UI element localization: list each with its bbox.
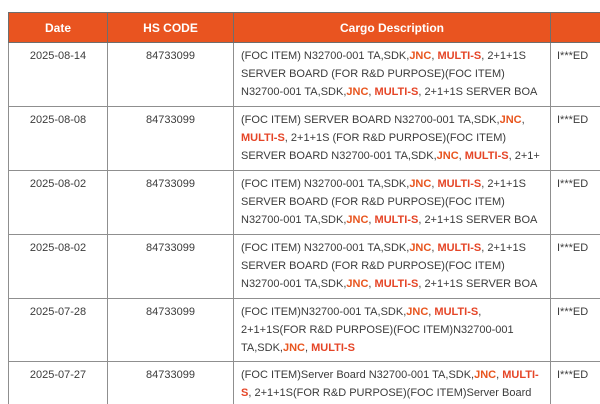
table-row: 2025-07-27 84733099 (FOC ITEM)Server Board… (8, 361, 600, 404)
table-header: Date HS CODE Cargo Description (8, 12, 600, 43)
highlight-term: JNC (474, 369, 497, 381)
highlight-term: MULTI-S (241, 369, 539, 399)
highlight-term: JNC (409, 242, 432, 254)
description-text: , 2+1+1S SERVER BOA (418, 278, 538, 290)
column-header-cargo-description: Cargo Description (233, 12, 551, 43)
highlight-term: MULTI-S (434, 306, 479, 318)
date-cell: 2025-08-08 (8, 106, 108, 171)
table-row: 2025-07-28 84733099 (FOC ITEM)N32700-001 T… (8, 298, 600, 362)
highlight-term: MULTI-S (374, 214, 419, 226)
description-text: , (305, 342, 312, 354)
highlight-term: MULTI-S (241, 132, 285, 144)
date-cell: 2025-08-02 (8, 170, 108, 235)
description-text: , (368, 86, 375, 98)
date-cell: 2025-08-02 (8, 234, 108, 299)
cargo-description-cell: (FOC ITEM) N32700-001 TA,SDK,JNC, MULTI-… (233, 234, 551, 299)
table-row: 2025-08-08 84733099 (FOC ITEM) SERVER BOAR… (8, 106, 600, 171)
description-text: , 2+1+1S SERVER BOA (418, 214, 538, 226)
description-text: , 2+1+1S SERVER BOARD (FOR R&D PURPOSE)(… (241, 50, 526, 98)
highlight-term: MULTI-S (437, 178, 482, 190)
description-text: , (431, 178, 438, 190)
table-body: 2025-08-14 84733099 (FOC ITEM) N32700-001 … (8, 42, 600, 404)
description-text: , (428, 306, 435, 318)
description-text: (FOC ITEM) N32700-001 TA,SDK, (241, 50, 410, 62)
description-text: , 2+1+1S SERVER BOARD (FOR R&D PURPOSE)(… (241, 178, 526, 226)
description-text: , (496, 369, 503, 381)
highlight-term: JNC (346, 214, 369, 226)
description-text: , 2+1+1S SERVER BOA (418, 86, 538, 98)
highlight-term: JNC (499, 114, 522, 126)
description-text: , 2+1+1S(FOR R&D PURPOSE)(FOC ITEM)N3270… (241, 306, 514, 354)
hs-code-cell: 84733099 (107, 42, 234, 107)
description-text: (FOC ITEM)N32700-001 TA,SDK, (241, 306, 407, 318)
cargo-description-cell: (FOC ITEM)N32700-001 TA,SDK,JNC, MULTI-S… (233, 298, 551, 362)
highlight-term: JNC (409, 50, 432, 62)
description-text: , (431, 50, 438, 62)
highlight-term: JNC (409, 178, 432, 190)
highlight-term: MULTI-S (464, 150, 509, 162)
description-text: , 2+1+1S SERVER BOARD (FOR R&D PURPOSE)(… (241, 242, 526, 290)
masked-value-cell: I***ED (550, 42, 600, 107)
table-row: 2025-08-02 84733099 (FOC ITEM) N32700-001 … (8, 234, 600, 299)
description-text: , (368, 278, 375, 290)
column-header-hs-code: HS CODE (107, 12, 234, 43)
description-text: , 2+1+ (508, 150, 540, 162)
description-text: , 2+1+1S(FOR R&D PURPOSE)(FOC ITEM)Serve… (248, 387, 532, 399)
masked-value-cell: I***ED (550, 170, 600, 235)
header-row: Date HS CODE Cargo Description (8, 12, 600, 43)
masked-value-cell: I***ED (550, 234, 600, 299)
highlight-term: JNC (282, 342, 305, 354)
description-text: (FOC ITEM) N32700-001 TA,SDK, (241, 242, 410, 254)
description-text: (FOC ITEM) N32700-001 TA,SDK, (241, 178, 410, 190)
hs-code-cell: 84733099 (107, 170, 234, 235)
description-text: (FOC ITEM)Server Board N32700-001 TA,SDK… (241, 369, 475, 381)
column-header-date: Date (8, 12, 108, 43)
highlight-term: MULTI-S (374, 86, 419, 98)
highlight-term: MULTI-S (437, 242, 482, 254)
cargo-description-cell: (FOC ITEM) N32700-001 TA,SDK,JNC, MULTI-… (233, 42, 551, 107)
masked-value-cell: I***ED (550, 361, 600, 404)
description-text: , 2+1+1S (FOR R&D PURPOSE)(FOC ITEM) SER… (241, 132, 507, 162)
table-row: 2025-08-02 84733099 (FOC ITEM) N32700-001 … (8, 170, 600, 235)
description-text: , (368, 214, 375, 226)
description-text: , (431, 242, 438, 254)
date-cell: 2025-08-14 (8, 42, 108, 107)
highlight-term: MULTI-S (437, 50, 482, 62)
highlight-term: MULTI-S (311, 342, 355, 354)
hs-code-cell: 84733099 (107, 298, 234, 362)
date-cell: 2025-07-27 (8, 361, 108, 404)
hs-code-cell: 84733099 (107, 234, 234, 299)
highlight-term: JNC (436, 150, 459, 162)
hs-code-cell: 84733099 (107, 361, 234, 404)
cargo-description-cell: (FOC ITEM)Server Board N32700-001 TA,SDK… (233, 361, 551, 404)
table-row: 2025-08-14 84733099 (FOC ITEM) N32700-001 … (8, 42, 600, 107)
highlight-term: MULTI-S (374, 278, 419, 290)
masked-value-cell: I***ED (550, 298, 600, 362)
highlight-term: JNC (346, 278, 369, 290)
highlight-term: JNC (406, 306, 429, 318)
cargo-description-cell: (FOC ITEM) N32700-001 TA,SDK,JNC, MULTI-… (233, 170, 551, 235)
highlight-term: JNC (346, 86, 369, 98)
masked-value-cell: I***ED (550, 106, 600, 171)
hs-code-cell: 84733099 (107, 106, 234, 171)
description-text: , (458, 150, 465, 162)
date-cell: 2025-07-28 (8, 298, 108, 362)
cargo-description-cell: (FOC ITEM) SERVER BOARD N32700-001 TA,SD… (233, 106, 551, 171)
column-header-extra (550, 12, 600, 43)
description-text: (FOC ITEM) SERVER BOARD N32700-001 TA,SD… (241, 114, 500, 126)
shipment-table: Date HS CODE Cargo Description 2025-08-1… (8, 12, 600, 404)
description-text: , (521, 114, 525, 126)
